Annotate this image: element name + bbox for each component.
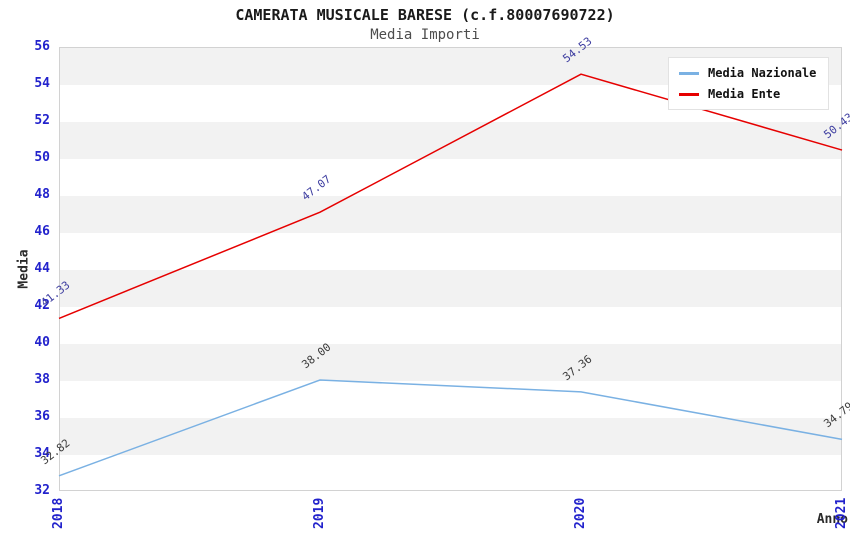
y-tick-label: 38: [34, 372, 50, 387]
y-tick-label: 56: [34, 39, 50, 54]
plot-band: [60, 159, 841, 196]
plot-band: [60, 196, 841, 233]
x-tick-label: 2018: [51, 497, 66, 529]
y-tick-label: 42: [34, 298, 50, 313]
legend-box: Media Nazionale Media Ente: [668, 57, 830, 110]
y-tick-label: 52: [34, 113, 50, 128]
y-tick-label: 34: [34, 446, 50, 461]
legend-item: Media Ente: [679, 87, 816, 101]
y-tick-label: 50: [34, 150, 50, 165]
x-tick-label: 2019: [312, 497, 327, 529]
plot-area: [59, 47, 842, 491]
legend-swatch-media-nazionale: [679, 71, 699, 75]
plot-band: [60, 455, 841, 490]
x-tick-label: 2021: [834, 497, 849, 529]
plot-band: [60, 344, 841, 381]
chart-subtitle: Media Importi: [370, 27, 480, 43]
legend-label: Media Nazionale: [708, 66, 817, 80]
plot-band: [60, 233, 841, 270]
legend-swatch-media-ente: [679, 92, 699, 96]
y-tick-label: 36: [34, 409, 50, 424]
y-tick-label: 44: [34, 261, 50, 276]
x-tick-label: 2020: [573, 497, 588, 529]
y-tick-label: 40: [34, 335, 50, 350]
y-tick-label: 48: [34, 187, 50, 202]
plot-band: [60, 307, 841, 344]
plot-band: [60, 122, 841, 159]
y-tick-label: 46: [34, 224, 50, 239]
legend-label: Media Ente: [708, 87, 781, 101]
y-tick-label: 54: [34, 76, 50, 91]
legend-item: Media Nazionale: [679, 66, 816, 80]
chart-title: CAMERATA MUSICALE BARESE (c.f.8000769072…: [235, 6, 615, 24]
x-axis-label: Anno: [816, 512, 848, 527]
plot-band: [60, 270, 841, 307]
plot-band: [60, 381, 841, 418]
y-tick-label: 32: [34, 483, 50, 498]
plot-band: [60, 418, 841, 455]
